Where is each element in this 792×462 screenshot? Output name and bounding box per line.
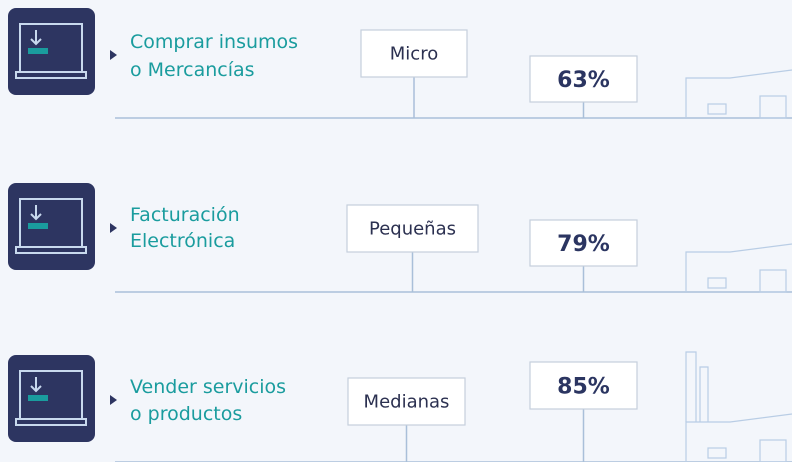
action-label: o productos <box>130 403 242 425</box>
percent-label: 63% <box>557 68 610 93</box>
icon <box>8 8 95 95</box>
size-label: Micro <box>390 44 438 65</box>
action-label: Facturación <box>130 204 240 226</box>
icon <box>8 183 95 270</box>
size-label: Pequeñas <box>369 219 456 240</box>
action-label: o Mercancías <box>130 59 255 81</box>
infographic: Comprar insumos o Mercancías Micro 63% Factu… <box>0 0 792 462</box>
action-label: Electrónica <box>130 230 235 252</box>
icon-detail <box>28 223 48 229</box>
icon-detail <box>28 48 48 54</box>
icon-detail <box>28 395 48 401</box>
size-label: Medianas <box>364 392 450 413</box>
percent-label: 79% <box>557 232 610 257</box>
icon <box>8 355 95 442</box>
percent-label: 85% <box>557 375 610 400</box>
action-label: Vender servicios <box>130 376 286 398</box>
action-label: Comprar insumos <box>130 31 298 53</box>
